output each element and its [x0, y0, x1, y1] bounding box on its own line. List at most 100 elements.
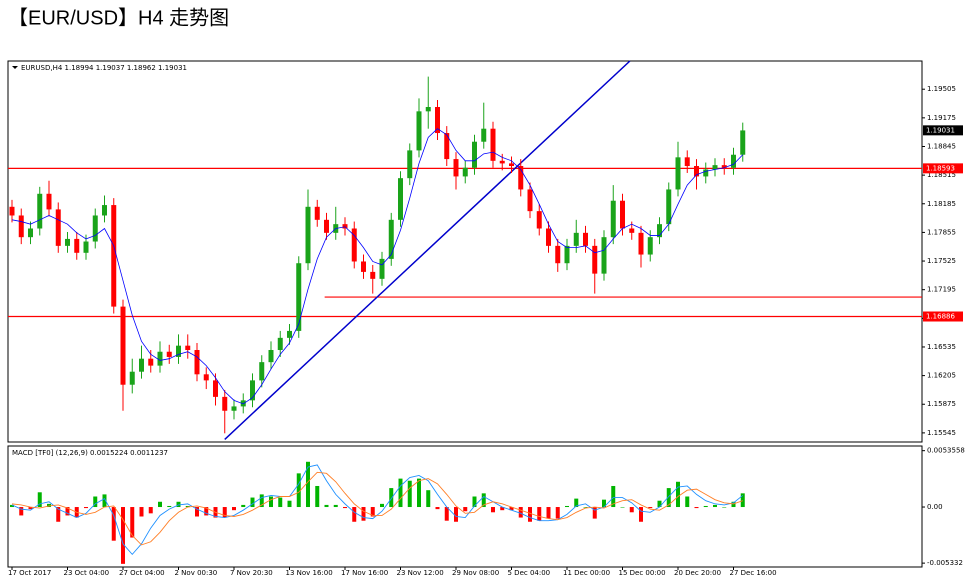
candle-body	[527, 189, 533, 212]
candle-body	[287, 330, 292, 338]
candle-body	[490, 128, 496, 161]
macd-bar	[269, 496, 273, 508]
y-tick-label: 0.00	[927, 503, 943, 511]
x-tick-label: 13 Nov 16:00	[286, 569, 333, 577]
macd-bar	[167, 505, 172, 508]
macd-bar	[222, 507, 227, 518]
candle-body	[694, 166, 699, 177]
macd-bar	[407, 480, 412, 508]
macd-bar	[10, 504, 14, 508]
macd-bar	[176, 501, 181, 508]
y-tick-label: 1.17525	[927, 257, 956, 265]
candle-body	[731, 154, 736, 168]
macd-bar	[518, 507, 523, 518]
candle-body	[388, 219, 394, 259]
macd-bar	[620, 507, 625, 508]
candle-body	[472, 141, 477, 168]
macd-bar	[93, 496, 98, 508]
y-tick-label: -0.005332	[927, 559, 963, 567]
y-tick-label: 0.0053558	[927, 447, 965, 455]
macd-bar	[56, 507, 61, 522]
x-tick-label: 5 Dec 04:00	[508, 569, 551, 577]
candle-body	[481, 128, 487, 142]
candle-body	[435, 106, 440, 134]
macd-bar	[278, 497, 283, 508]
level-label: 1.16886	[926, 313, 955, 321]
y-tick-label: 1.19505	[927, 85, 956, 93]
candle-body	[268, 350, 274, 363]
macd-line	[11, 471, 743, 546]
candle-body	[342, 224, 348, 229]
price-panel	[7, 60, 923, 443]
y-tick-label: 1.15875	[927, 400, 956, 408]
level-box	[923, 163, 963, 174]
candle-body	[398, 178, 403, 220]
candle-body	[176, 345, 181, 357]
macd-bar	[296, 473, 301, 508]
macd-bar	[398, 478, 403, 508]
macd-bar	[694, 507, 699, 509]
candle-body	[638, 232, 644, 255]
candle-body	[231, 406, 237, 411]
y-tick-label: 1.17855	[927, 228, 956, 236]
trend-line	[224, 60, 631, 440]
candle-body	[28, 228, 33, 238]
candle-body	[546, 228, 551, 246]
macd-bar	[509, 507, 514, 511]
panel-menu-icon	[12, 66, 18, 69]
candle-body	[18, 215, 24, 238]
macd-bar	[19, 507, 24, 516]
candle-body	[277, 337, 283, 351]
candle-body	[620, 200, 625, 229]
macd-bar	[731, 501, 736, 508]
macd-bar	[528, 507, 532, 522]
x-tick-label: 15 Dec 00:00	[619, 569, 666, 577]
macd-bar	[565, 505, 569, 508]
macd-bar	[158, 501, 162, 508]
y-tick-label: 1.17195	[927, 286, 956, 294]
candle-body	[185, 345, 191, 351]
candle-body	[65, 238, 70, 246]
macd-bar	[370, 507, 375, 517]
x-tick-label: 11 Dec 00:00	[563, 569, 610, 577]
level-label: 1.18593	[926, 164, 955, 172]
macd-bar	[574, 498, 579, 508]
candle-body	[37, 193, 43, 229]
macd-bar	[28, 507, 33, 510]
macd-bar	[592, 507, 597, 519]
macd-bar	[102, 494, 107, 508]
candle-body	[324, 219, 329, 233]
macd-bar	[676, 481, 680, 508]
macd-bar	[121, 507, 125, 564]
x-tick-label: 17 Nov 16:00	[341, 569, 388, 577]
candle-body	[444, 133, 450, 160]
macd-bar	[333, 504, 338, 508]
macd-bar	[435, 507, 440, 510]
candle-body	[222, 396, 228, 411]
candle-body	[166, 351, 172, 357]
macd-bar	[185, 505, 190, 508]
macd-bar	[241, 504, 246, 508]
candle-body	[416, 111, 422, 151]
y-tick-label: 1.16205	[927, 372, 956, 380]
candle-body	[462, 167, 468, 177]
macd-bar	[611, 485, 616, 508]
candle-body	[453, 159, 459, 177]
last-price-box	[923, 125, 963, 136]
x-tick-label: 27 Dec 16:00	[730, 569, 777, 577]
candle-body	[555, 245, 561, 264]
macd-bar	[666, 488, 671, 508]
y-tick-label: 1.16535	[927, 343, 956, 351]
candle-body	[157, 351, 163, 366]
candle-body	[148, 358, 154, 366]
candle-body	[573, 232, 579, 246]
macd-bar	[130, 507, 135, 538]
macd-bar	[111, 507, 116, 541]
candle-body	[83, 241, 89, 253]
macd-line	[11, 464, 744, 556]
candle-body	[361, 261, 366, 272]
candle-body	[425, 106, 431, 112]
candle-body	[129, 371, 135, 385]
